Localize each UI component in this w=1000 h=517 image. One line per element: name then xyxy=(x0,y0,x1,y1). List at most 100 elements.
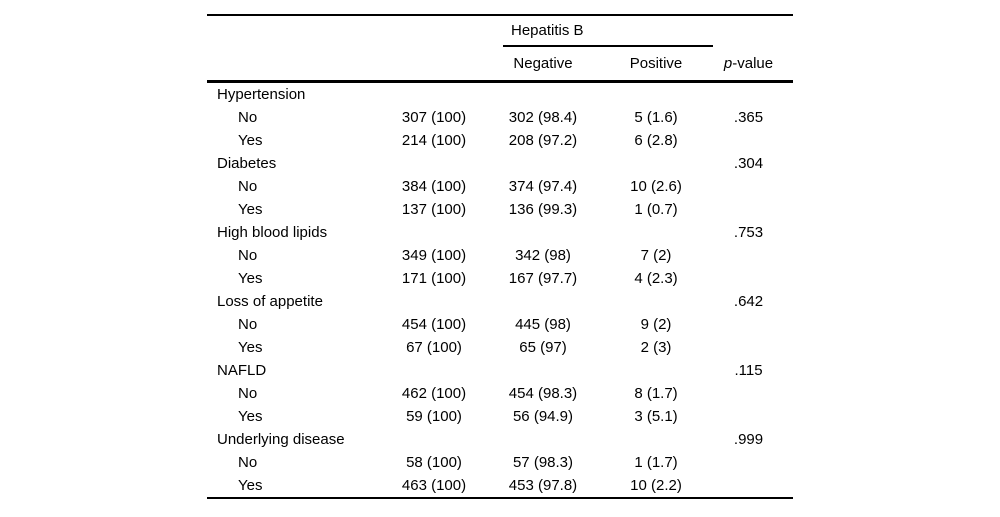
total-cell: 67 (100) xyxy=(406,339,462,356)
p-header-rest: -value xyxy=(732,55,774,72)
p-header-italic: p xyxy=(723,55,733,72)
p-value-cell xyxy=(704,451,793,474)
row-label: No xyxy=(238,178,258,195)
negative-cell: 342 (98) xyxy=(515,247,571,264)
empty-header-cell xyxy=(207,47,390,83)
negative-cell xyxy=(478,221,608,244)
negative-cell: 57 (98.3) xyxy=(512,454,574,471)
row-label: No xyxy=(238,247,258,264)
table-row: Diabetes .304 xyxy=(207,152,793,175)
total-cell: 349 (100) xyxy=(401,247,467,264)
p-value-cell xyxy=(704,474,794,499)
total-cell: 137 (100) xyxy=(401,201,467,218)
total-cell xyxy=(390,152,478,175)
positive-cell: 6 (2.8) xyxy=(634,132,678,149)
positive-cell xyxy=(608,428,704,451)
table-row: No 454 (100) 445 (98) 9 (2) xyxy=(207,313,793,336)
p-value-cell: .753 xyxy=(733,224,764,241)
negative-cell xyxy=(478,428,608,451)
statistics-table-container: Hepatitis B Negative Positive p-value Hy… xyxy=(207,14,794,499)
negative-cell xyxy=(478,82,608,107)
table-row: Hypertension xyxy=(207,82,793,107)
row-label: No xyxy=(238,385,258,402)
row-label: NAFLD xyxy=(217,362,267,379)
table-row: Yes 59 (100) 56 (94.9) 3 (5.1) xyxy=(207,405,793,428)
row-label: Yes xyxy=(238,132,263,149)
row-label: Yes xyxy=(238,408,263,425)
positive-cell: 2 (3) xyxy=(640,339,672,356)
negative-cell xyxy=(478,290,608,313)
table-row: Yes 137 (100) 136 (99.3) 1 (0.7) xyxy=(207,198,793,221)
negative-cell: 208 (97.2) xyxy=(508,132,578,149)
column-header-row: Negative Positive p-value xyxy=(207,47,794,83)
total-cell xyxy=(390,428,478,451)
table-row: Yes 214 (100) 208 (97.2) 6 (2.8) xyxy=(207,129,793,152)
table-row: No 349 (100) 342 (98) 7 (2) xyxy=(207,244,793,267)
p-value-cell xyxy=(704,129,793,152)
empty-header-cell xyxy=(207,15,390,47)
row-label: High blood lipids xyxy=(217,224,328,241)
positive-cell: 3 (5.1) xyxy=(634,408,678,425)
negative-cell: 454 (98.3) xyxy=(508,385,578,402)
positive-cell xyxy=(608,290,704,313)
positive-cell: 8 (1.7) xyxy=(634,385,678,402)
total-cell xyxy=(390,290,478,313)
negative-cell: 445 (98) xyxy=(515,316,571,333)
total-cell xyxy=(390,82,478,107)
p-value-cell: .115 xyxy=(734,362,763,379)
negative-cell: 65 (97) xyxy=(519,339,567,356)
total-cell xyxy=(390,359,478,382)
negative-cell: 302 (98.4) xyxy=(508,109,578,126)
table-body: Hypertension No 307 (100) 302 (98.4) 5 (1.6)… xyxy=(207,82,794,499)
positive-cell xyxy=(608,359,704,382)
p-value-cell xyxy=(704,336,793,359)
p-value-cell xyxy=(704,82,793,107)
positive-column-header: Positive xyxy=(608,47,705,83)
positive-cell: 10 (2.2) xyxy=(608,474,705,499)
negative-cell: 136 (99.3) xyxy=(508,201,578,218)
row-label: Yes xyxy=(238,339,263,356)
total-cell: 454 (100) xyxy=(401,316,467,333)
group-header-row: Hepatitis B xyxy=(207,15,793,47)
row-label: Hypertension xyxy=(217,86,306,103)
positive-cell: 1 (0.7) xyxy=(634,201,678,218)
negative-column-header: Negative xyxy=(478,47,608,83)
table-row: Yes 171 (100) 167 (97.7) 4 (2.3) xyxy=(207,267,793,290)
p-value-cell xyxy=(704,175,793,198)
table-row: No 307 (100) 302 (98.4) 5 (1.6) .365 xyxy=(207,106,793,129)
negative-cell: 56 (94.9) xyxy=(512,408,574,425)
positive-cell xyxy=(608,82,704,107)
negative-cell: 374 (97.4) xyxy=(508,178,578,195)
row-label: No xyxy=(238,316,258,333)
row-label: Yes xyxy=(238,201,263,218)
positive-cell: 4 (2.3) xyxy=(634,270,678,287)
negative-cell: 453 (97.8) xyxy=(478,474,608,499)
positive-cell: 1 (1.7) xyxy=(634,454,678,471)
total-cell: 463 (100) xyxy=(390,474,478,499)
total-cell: 59 (100) xyxy=(406,408,462,425)
total-cell: 307 (100) xyxy=(401,109,467,126)
p-value-cell: .999 xyxy=(733,431,764,448)
positive-cell: 10 (2.6) xyxy=(630,178,682,195)
group-header-label: Hepatitis B xyxy=(503,22,714,47)
empty-header-cell xyxy=(704,15,793,47)
row-label: No xyxy=(238,454,258,471)
p-value-cell xyxy=(704,267,793,290)
positive-cell xyxy=(608,221,704,244)
positive-cell: 9 (2) xyxy=(640,316,672,333)
row-label: Diabetes xyxy=(217,155,277,172)
negative-cell xyxy=(478,152,608,175)
table-row: NAFLD .115 xyxy=(207,359,793,382)
table-row: Yes 67 (100) 65 (97) 2 (3) xyxy=(207,336,793,359)
row-label: Underlying disease xyxy=(217,431,345,448)
row-label: Loss of appetite xyxy=(217,293,323,310)
positive-cell: 5 (1.6) xyxy=(634,109,678,126)
table-row: Loss of appetite .642 xyxy=(207,290,793,313)
p-value-cell: .365 xyxy=(733,109,764,126)
total-cell: 214 (100) xyxy=(401,132,467,149)
table-row: No 58 (100) 57 (98.3) 1 (1.7) xyxy=(207,451,793,474)
p-value-cell xyxy=(704,313,793,336)
group-header-cell: Hepatitis B xyxy=(478,15,714,47)
comparison-table: Hepatitis B Negative Positive p-value Hy… xyxy=(207,14,794,499)
positive-cell xyxy=(608,152,704,175)
